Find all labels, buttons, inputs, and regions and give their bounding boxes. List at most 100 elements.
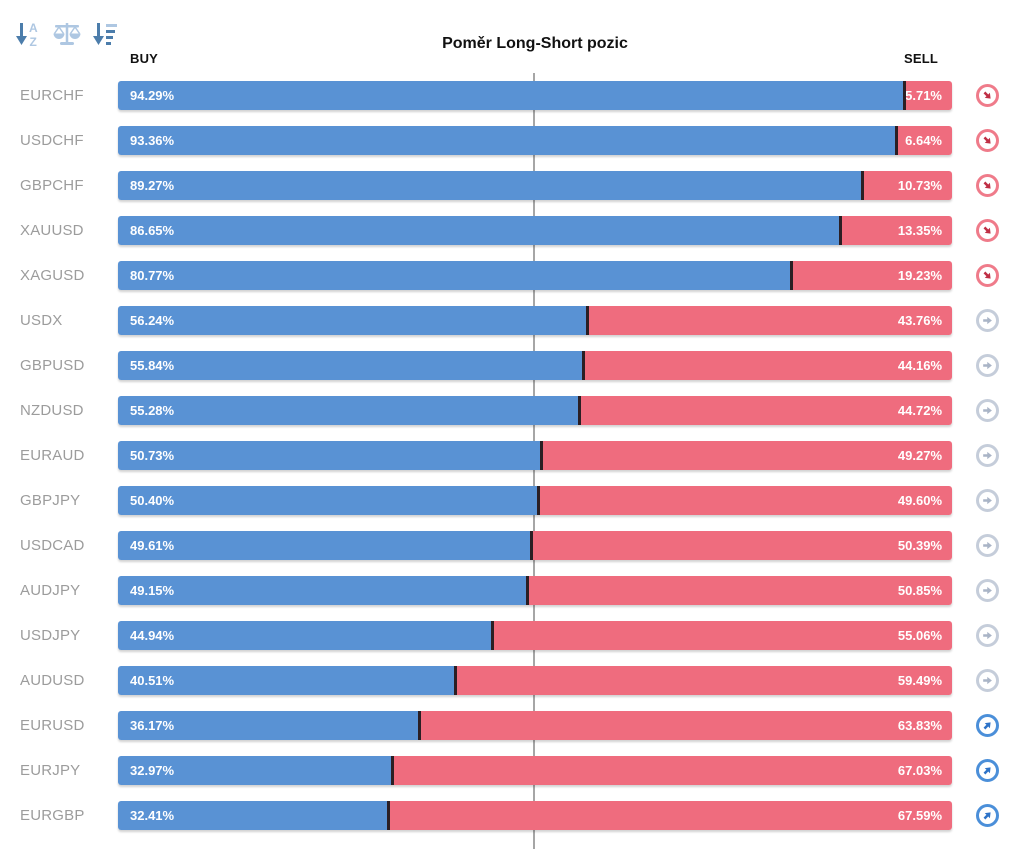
chart-title: Poměr Long-Short pozic [442, 35, 628, 52]
trend-cell [952, 579, 1023, 602]
trend-down-icon [976, 84, 999, 107]
chart-row: EURUSD 36.17% 63.83% [0, 711, 1023, 740]
sort-by-value-icon[interactable] [91, 20, 121, 48]
segment-divider [902, 81, 906, 110]
buy-value: 55.28% [130, 403, 175, 418]
symbol-label: USDJPY [20, 627, 81, 644]
sell-bar [455, 666, 952, 695]
segment-divider [418, 711, 422, 740]
sell-bar [388, 801, 952, 830]
buy-value: 49.61% [130, 538, 175, 553]
buy-value: 86.65% [130, 223, 175, 238]
segment-divider [491, 621, 495, 650]
trend-cell [952, 129, 1023, 152]
chart-row: GBPJPY 50.40% 49.60% [0, 486, 1023, 515]
ratio-bar: 44.94% 55.06% [118, 621, 952, 650]
trend-cell [952, 444, 1023, 467]
trend-up-icon [976, 804, 999, 827]
buy-value: 56.24% [130, 313, 175, 328]
trend-cell [952, 399, 1023, 422]
buy-bar: 32.97% [118, 756, 393, 785]
segment-divider [839, 216, 843, 245]
segment-divider [386, 801, 390, 830]
symbol-label: EURJPY [20, 762, 81, 779]
chart-row: XAGUSD 80.77% 19.23% [0, 261, 1023, 290]
sell-value: 59.49% [897, 673, 942, 688]
sell-bar [392, 756, 952, 785]
buy-value: 50.40% [130, 493, 175, 508]
ratio-bar: 93.36% 6.64% [118, 126, 952, 155]
sell-bar [579, 396, 952, 425]
segment-divider [577, 396, 581, 425]
chart-row: USDCHF 93.36% 6.64% [0, 126, 1023, 155]
trend-neutral-icon [976, 624, 999, 647]
buy-value: 94.29% [130, 88, 175, 103]
sell-bar [527, 576, 952, 605]
svg-text:Z: Z [30, 35, 37, 48]
trend-neutral-icon [976, 489, 999, 512]
buy-bar: 40.51% [118, 666, 456, 695]
buy-column-header: BUY [130, 51, 159, 66]
segment-divider [536, 486, 540, 515]
ratio-bar: 80.77% 19.23% [118, 261, 952, 290]
segment-divider [585, 306, 589, 335]
chart-row: EURGBP 32.41% 67.59% [0, 801, 1023, 830]
ratio-bar: 94.29% 5.71% [118, 81, 952, 110]
ratio-bar: 40.51% 59.49% [118, 666, 952, 695]
sell-bar [587, 306, 952, 335]
sell-bar [531, 531, 952, 560]
trend-neutral-icon [976, 399, 999, 422]
sort-alphabetical-icon[interactable]: A Z [13, 20, 43, 49]
chart-row: AUDJPY 49.15% 50.85% [0, 576, 1023, 605]
sell-value: 13.35% [897, 223, 942, 238]
symbol-label: USDX [20, 312, 63, 329]
sell-value: 43.76% [897, 313, 942, 328]
sell-value: 5.71% [905, 88, 942, 103]
trend-cell [952, 309, 1023, 332]
sell-bar [896, 126, 952, 155]
symbol-label: GBPJPY [20, 492, 81, 509]
sell-value: 55.06% [897, 628, 942, 643]
buy-value: 40.51% [130, 673, 175, 688]
ratio-bar: 55.84% 44.16% [118, 351, 952, 380]
sell-bar [904, 81, 952, 110]
segment-divider [582, 351, 586, 380]
ratio-bar: 49.15% 50.85% [118, 576, 952, 605]
sell-value: 44.16% [897, 358, 942, 373]
symbol-label: EURUSD [20, 717, 85, 734]
sell-bar [541, 441, 952, 470]
buy-value: 55.84% [130, 358, 175, 373]
buy-bar: 55.84% [118, 351, 584, 380]
trend-down-icon [976, 129, 999, 152]
buy-bar: 50.73% [118, 441, 542, 470]
ratio-bar: 86.65% 13.35% [118, 216, 952, 245]
trend-cell [952, 534, 1023, 557]
buy-bar: 55.28% [118, 396, 580, 425]
buy-bar: 89.27% [118, 171, 863, 200]
chart-row: USDCAD 49.61% 50.39% [0, 531, 1023, 560]
buy-value: 36.17% [130, 718, 175, 733]
trend-cell [952, 759, 1023, 782]
chart-row: EURAUD 50.73% 49.27% [0, 441, 1023, 470]
chart-row: USDJPY 44.94% 55.06% [0, 621, 1023, 650]
buy-value: 50.73% [130, 448, 175, 463]
sell-bar [492, 621, 952, 650]
buy-bar: 56.24% [118, 306, 588, 335]
trend-neutral-icon [976, 444, 999, 467]
chart-row: GBPCHF 89.27% 10.73% [0, 171, 1023, 200]
buy-value: 93.36% [130, 133, 175, 148]
svg-text:A: A [29, 21, 38, 35]
segment-divider [391, 756, 395, 785]
symbol-label: GBPCHF [20, 177, 84, 194]
symbol-label: XAGUSD [20, 267, 85, 284]
sell-value: 50.85% [897, 583, 942, 598]
trend-neutral-icon [976, 354, 999, 377]
symbol-label: EURGBP [20, 807, 85, 824]
chart-row: GBPUSD 55.84% 44.16% [0, 351, 1023, 380]
chart-row: XAUUSD 86.65% 13.35% [0, 216, 1023, 245]
balance-scale-icon[interactable] [52, 20, 82, 48]
sell-column-header: SELL [903, 51, 938, 66]
ratio-bar: 49.61% 50.39% [118, 531, 952, 560]
trend-cell [952, 714, 1023, 737]
trend-neutral-icon [976, 534, 999, 557]
